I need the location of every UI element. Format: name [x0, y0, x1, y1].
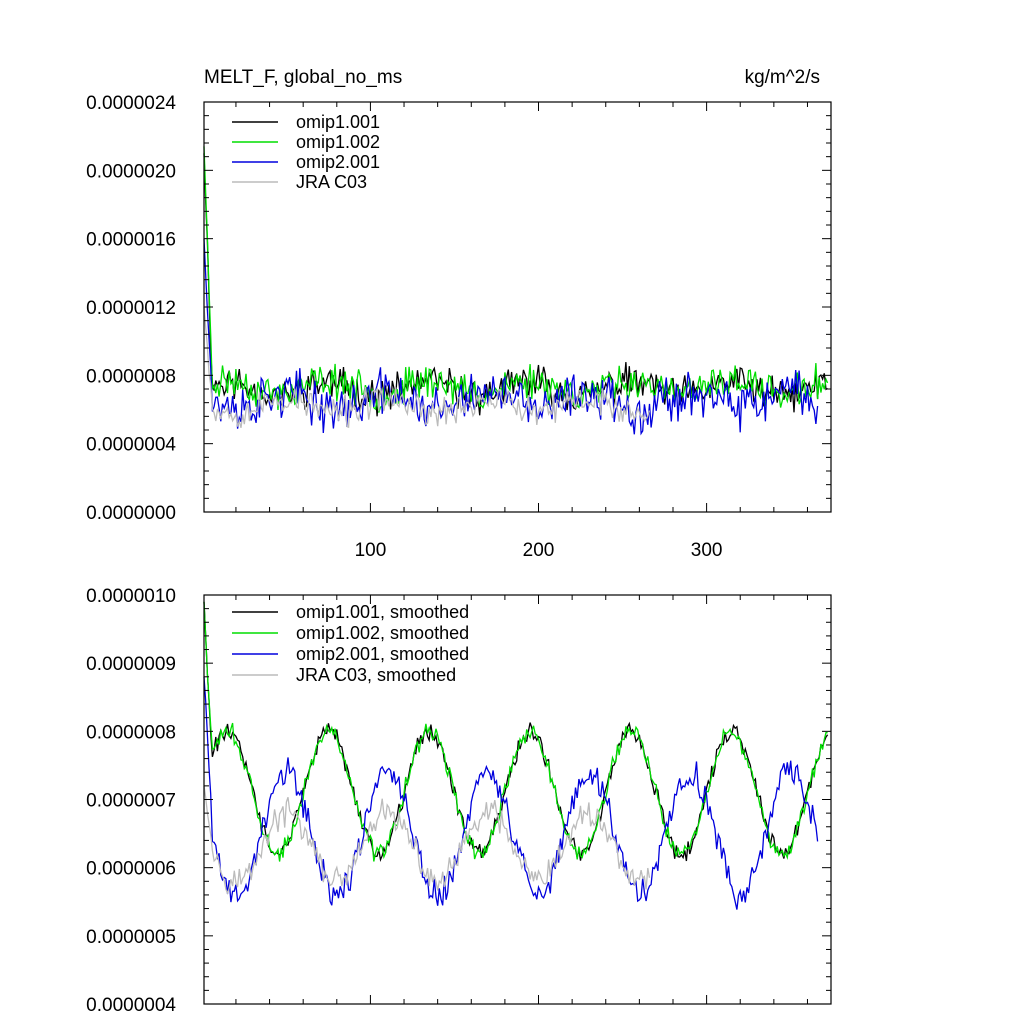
y-tick-label: 0.0000024 [86, 93, 176, 114]
y-tick-label: 0.0000004 [86, 435, 176, 456]
legend-label: omip2.001, smoothed [296, 644, 469, 664]
top-panel-units: kg/m^2/s [745, 67, 820, 88]
y-tick-label: 0.0000008 [86, 366, 176, 387]
legend-label: omip1.001 [296, 112, 380, 132]
y-tick-label: 0.0000007 [86, 791, 176, 812]
y-tick-label: 0.0000004 [86, 995, 176, 1016]
legend-label: omip1.001, smoothed [296, 602, 469, 622]
top-panel-title: MELT_F, global_no_ms [204, 67, 402, 88]
x-tick-label: 200 [523, 540, 555, 561]
top-plot-area: 0.0000000 0.0000004 0.0000008 0.0000012 0.00… [86, 93, 832, 561]
series-line-2 [203, 601, 828, 862]
y-tick-label: 0.0000000 [86, 503, 176, 524]
series-line-4 [203, 306, 651, 429]
top-panel: MELT_F, global_no_ms kg/m^2/s 0.00000000… [86, 67, 832, 561]
legend-label: JRA C03, smoothed [296, 665, 456, 685]
series-line-4 [203, 785, 651, 896]
y-tick-label: 0.0000006 [86, 859, 176, 880]
y-tick-label: 0.0000009 [86, 654, 176, 675]
bottom-panel: 0.0000004 0.0000005 0.0000006 0.0000007 0.00… [86, 586, 832, 1016]
y-tick-label: 0.0000005 [86, 927, 176, 948]
legend-label: JRA C03 [296, 172, 367, 192]
series-line-1 [203, 601, 829, 862]
y-tick-label: 0.0000010 [86, 586, 176, 607]
y-tick-label: 0.0000012 [86, 298, 176, 319]
x-tick-label: 300 [691, 540, 723, 561]
y-tick-label: 0.0000008 [86, 722, 176, 743]
x-tick-label: 100 [355, 540, 387, 561]
bottom-plot-area: 0.0000004 0.0000005 0.0000006 0.0000007 0.00… [86, 586, 832, 1016]
series-group [203, 146, 829, 436]
y-tick-label: 0.0000016 [86, 230, 176, 251]
series-line-3 [203, 676, 819, 910]
legend-label: omip1.002, smoothed [296, 623, 469, 643]
legend-label: omip1.002 [296, 132, 380, 152]
series-group [203, 601, 829, 910]
y-tick-label: 0.0000020 [86, 161, 176, 182]
series-line-2 [203, 146, 829, 413]
legend-label: omip2.001 [296, 152, 380, 172]
